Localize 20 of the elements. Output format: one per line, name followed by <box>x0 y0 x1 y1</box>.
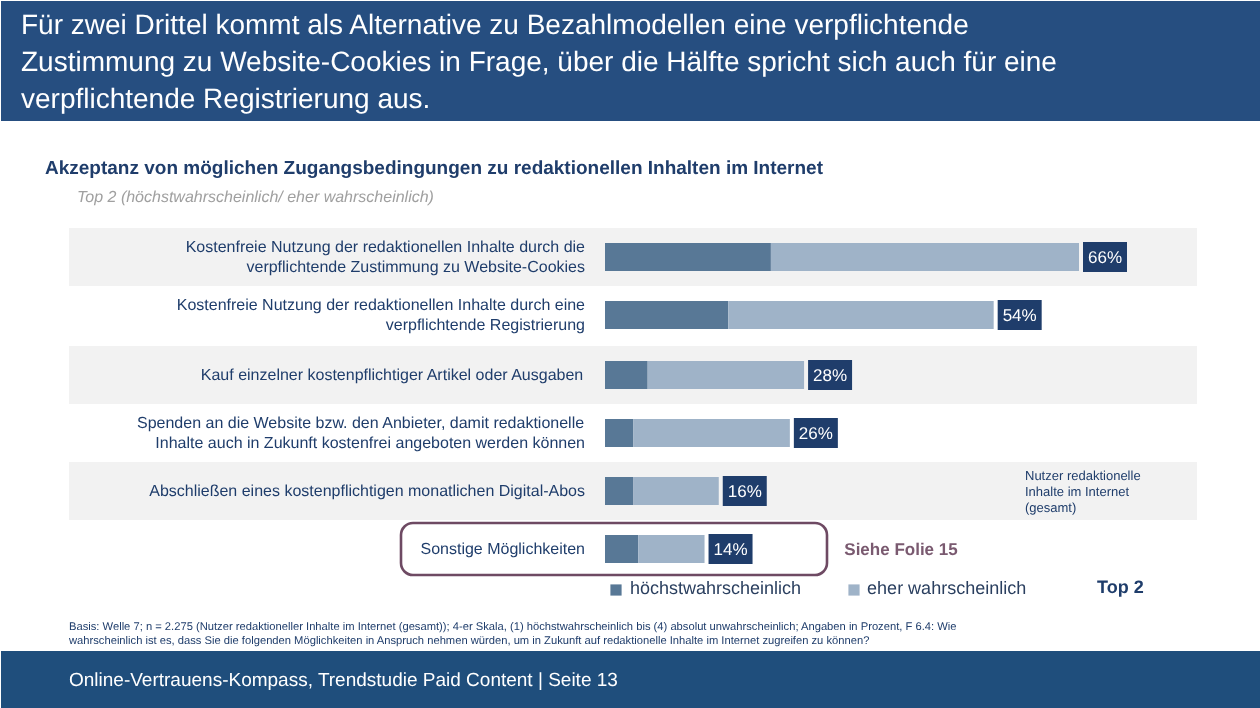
y-tick-label: Kostenfreie Nutzung der redaktionellen Inhalte durch eine verpflichtende Registrierung <box>176 295 587 335</box>
text: Top 2 (höchstwahrscheinlich/ eher wahrscheinlich) <box>77 188 435 206</box>
annotation: 14% <box>713 539 749 559</box>
text: Online-Vertrauens-Kompass, Trendstudie Paid Content | Seite 13 <box>69 670 618 692</box>
y-tick-label: Sonstige Möglichkeiten <box>420 540 586 558</box>
annotation: 16% <box>727 481 763 501</box>
annotation: 54% <box>1002 305 1038 325</box>
y-tick-label: Kauf einzelner kostenpflichtiger Artikel oder Ausgaben <box>200 366 584 384</box>
text: 66% <box>1087 247 1123 267</box>
text: Akzeptanz von möglichen Zugangsbedingungen zu redaktionellen Inhalten im Internet <box>45 158 825 180</box>
chart-title: Für zwei Drittel kommt als Alternative zu Bezahlmodellen eine verpflichtende Zustimmung zu Website-Cookies in Frage, über die Hälfte spricht sich auch für eine verpflichtende Registrierung aus. <box>21 8 1058 114</box>
text: Top 2 <box>1097 577 1144 597</box>
y-tick-label: Kostenfreie Nutzung der redaktionellen Inhalte durch die verpflichtende Zustimmung zu Website-Cookies <box>185 237 587 277</box>
annotation: Siehe Folie 15 <box>844 539 959 559</box>
legend-label: eher wahrscheinlich <box>867 578 1027 598</box>
annotation: 26% <box>798 423 834 443</box>
legend-label: höchstwahrscheinlich <box>630 578 802 598</box>
y-tick-label: Abschließen eines kostenpflichtigen monatlichen Digital-Abos <box>149 482 586 500</box>
annotation: 28% <box>813 365 848 385</box>
y-tick-label: Spenden an die Website bzw. den Anbieter, damit redaktionelle Inhalte auch in Zukunft kostenfrei angeboten werden können <box>137 413 586 453</box>
